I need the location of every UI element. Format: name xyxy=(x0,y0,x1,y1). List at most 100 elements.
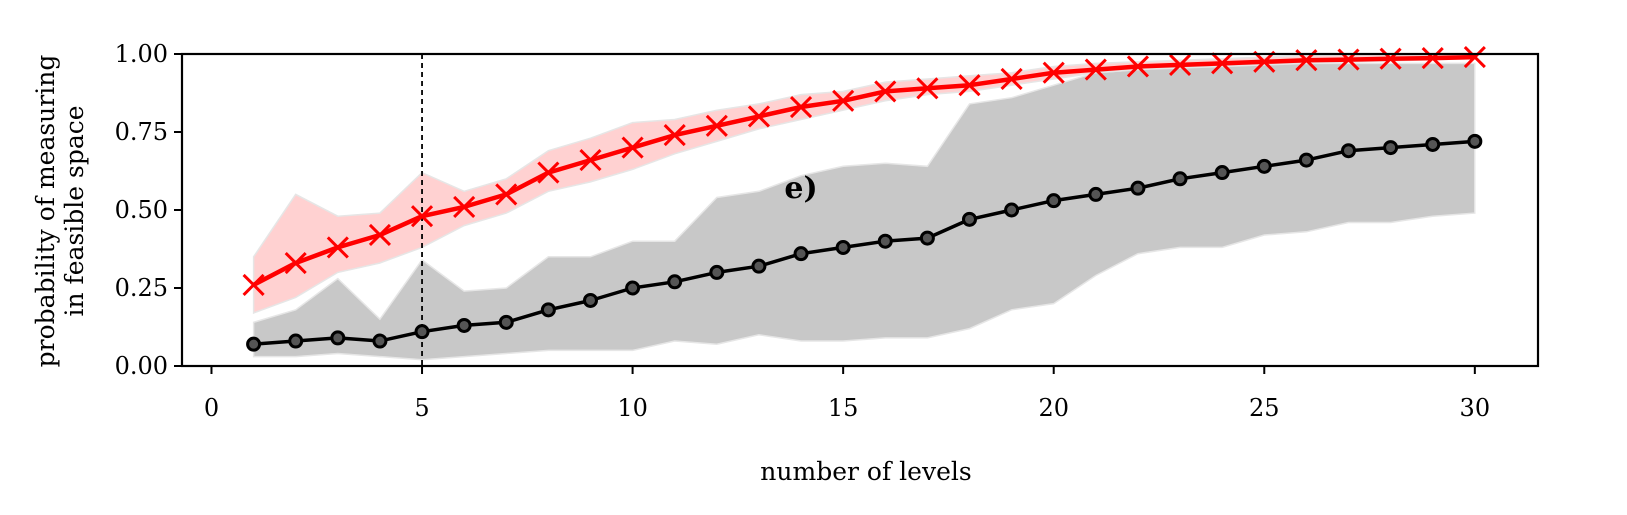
x-marker-stroke xyxy=(284,251,307,275)
series-0-point xyxy=(326,236,349,259)
series-1-point xyxy=(246,336,262,352)
x-marker-stroke xyxy=(410,205,434,228)
x-marker-stroke xyxy=(958,74,981,97)
series-1-point xyxy=(1298,152,1314,168)
series-1-point xyxy=(414,324,430,340)
series-1-point xyxy=(1046,193,1062,209)
series-0-point xyxy=(663,124,686,147)
y-axis-label-line-1: probability of measuring xyxy=(31,55,60,368)
series-0-line xyxy=(252,54,1475,287)
series-0-point xyxy=(1379,47,1402,70)
series-0-point xyxy=(874,80,897,103)
series-0-point xyxy=(242,273,265,296)
series-1-point xyxy=(1214,165,1230,181)
series-0-point xyxy=(1211,52,1234,75)
series-1-point xyxy=(330,330,346,346)
series-0-point xyxy=(1084,58,1107,81)
series-0-point xyxy=(453,195,476,218)
series-1-point xyxy=(625,280,641,296)
x-marker-stroke xyxy=(621,136,644,159)
y-axis-ticks: 0.00 0.25 0.50 0.75 1.00 xyxy=(115,40,182,380)
series-0-point xyxy=(1421,46,1444,70)
series-markers xyxy=(242,46,1486,352)
series-1-point xyxy=(793,246,809,262)
series-0-point xyxy=(1126,55,1149,78)
series-0-point xyxy=(832,89,855,112)
confidence-bands xyxy=(252,53,1476,361)
series-1-point xyxy=(709,264,725,280)
x-marker-stroke xyxy=(495,183,518,206)
y-tick-label: 0.75 xyxy=(115,118,168,146)
x-marker-stroke xyxy=(453,195,476,218)
x-marker-stroke xyxy=(1463,46,1486,69)
x-marker-stroke xyxy=(1084,58,1107,81)
x-marker-stroke xyxy=(368,223,391,247)
series-1-point xyxy=(919,230,935,246)
series-0-point xyxy=(705,114,728,137)
x-marker-stroke xyxy=(537,161,560,184)
x-marker-stroke xyxy=(1211,52,1234,75)
series-1-band xyxy=(252,62,1476,361)
x-marker-stroke xyxy=(916,77,939,100)
y-tick-label: 0.25 xyxy=(115,274,168,302)
series-0-point xyxy=(1463,46,1486,69)
series-1-point xyxy=(1130,180,1146,196)
x-marker-stroke xyxy=(789,95,813,119)
series-1-point xyxy=(540,302,556,318)
series-1-point xyxy=(1383,140,1399,156)
series-1-point xyxy=(1425,136,1441,152)
series-0-point xyxy=(916,77,939,100)
y-tick-label: 0.00 xyxy=(115,352,168,380)
series-0-point xyxy=(368,223,391,247)
x-marker-stroke xyxy=(747,105,770,128)
panel-annotation: e) xyxy=(784,171,817,206)
series-1-point xyxy=(877,233,893,249)
series-0-point xyxy=(1042,61,1065,84)
series-1-point xyxy=(667,274,683,290)
series-0-point xyxy=(789,95,813,119)
x-marker-stroke xyxy=(705,114,728,137)
x-tick-label: 10 xyxy=(617,394,648,422)
series-0-point xyxy=(1000,67,1023,91)
y-tick-label: 1.00 xyxy=(115,40,168,68)
x-axis-label: number of levels xyxy=(760,457,971,486)
x-marker-stroke xyxy=(1379,47,1402,70)
series-1-point xyxy=(751,258,767,274)
x-marker-stroke xyxy=(579,149,602,172)
x-marker-stroke xyxy=(326,236,349,259)
x-marker-stroke xyxy=(832,89,855,112)
series-0-point xyxy=(1168,53,1192,76)
x-tick-label: 15 xyxy=(828,394,859,422)
x-tick-label: 30 xyxy=(1460,394,1491,422)
x-marker-stroke xyxy=(1042,61,1065,84)
series-1-point xyxy=(456,317,472,333)
series-1-point xyxy=(288,333,304,349)
series-1-point xyxy=(835,239,851,255)
series-0-point xyxy=(537,161,560,184)
series-1-point xyxy=(498,314,514,330)
series-0-point xyxy=(284,251,307,275)
x-marker-stroke xyxy=(663,124,686,147)
y-axis-label-line-2: in feasible space xyxy=(60,105,89,316)
series-1-point xyxy=(1467,133,1483,149)
series-1-point xyxy=(582,292,598,308)
x-marker-stroke xyxy=(1253,50,1276,73)
x-marker-stroke xyxy=(1421,46,1444,70)
series-0-point xyxy=(747,105,770,128)
x-tick-label: 5 xyxy=(414,394,429,422)
series-1-point xyxy=(961,211,977,227)
x-axis-ticks: 0 5 10 15 20 25 30 xyxy=(204,366,1490,422)
series-1-point xyxy=(1256,158,1272,174)
x-marker-stroke xyxy=(1000,67,1023,91)
x-tick-label: 0 xyxy=(204,394,219,422)
x-marker-stroke xyxy=(242,273,265,296)
series-0-point xyxy=(579,149,602,172)
series-1-point xyxy=(1088,186,1104,202)
x-marker-stroke xyxy=(1168,53,1192,76)
series-0-point xyxy=(1253,50,1276,73)
y-tick-label: 0.50 xyxy=(115,196,168,224)
series-0-point xyxy=(410,205,434,228)
series-0-point xyxy=(958,74,981,97)
series-1-point xyxy=(372,333,388,349)
